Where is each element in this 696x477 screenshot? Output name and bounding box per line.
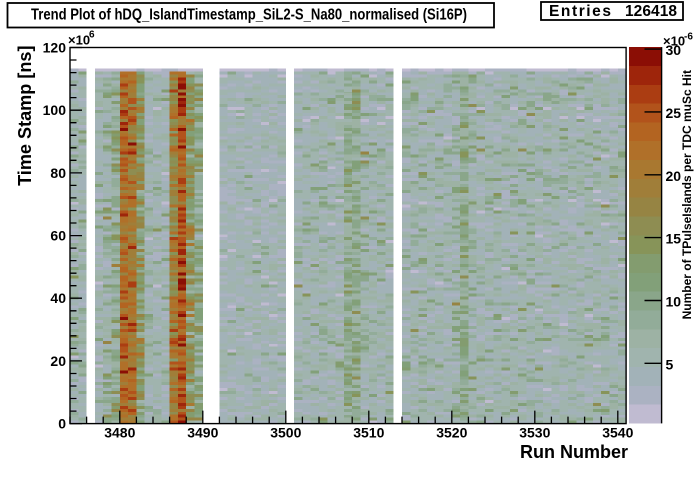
svg-text:100: 100 — [43, 102, 67, 118]
svg-text:3520: 3520 — [436, 425, 467, 441]
svg-text:×10: ×10 — [663, 34, 685, 49]
svg-text:3480: 3480 — [104, 425, 135, 441]
svg-text:80: 80 — [50, 165, 66, 181]
svg-text:Time Stamp [ns]: Time Stamp [ns] — [15, 46, 35, 186]
svg-text:20: 20 — [666, 168, 682, 184]
svg-text:3530: 3530 — [519, 425, 550, 441]
svg-text:25: 25 — [666, 105, 682, 121]
svg-text:60: 60 — [50, 228, 66, 244]
svg-text:3500: 3500 — [270, 425, 301, 441]
svg-text:3490: 3490 — [187, 425, 218, 441]
svg-text:126418: 126418 — [625, 3, 677, 20]
svg-text:40: 40 — [50, 290, 66, 306]
svg-text:30: 30 — [666, 42, 682, 58]
svg-text:3510: 3510 — [353, 425, 384, 441]
svg-text:0: 0 — [58, 416, 66, 432]
svg-text:15: 15 — [666, 231, 682, 247]
svg-text:120: 120 — [43, 40, 67, 56]
svg-text:6: 6 — [89, 30, 95, 41]
svg-text:5: 5 — [666, 356, 674, 372]
svg-text:20: 20 — [50, 353, 66, 369]
svg-text:Run Number: Run Number — [520, 442, 628, 462]
svg-text:10: 10 — [666, 294, 682, 310]
svg-text:3540: 3540 — [602, 425, 633, 441]
svg-text:Number of TPulseIslands per TD: Number of TPulseIslands per TDC muSc Hit — [680, 70, 694, 319]
svg-text:-6: -6 — [684, 32, 693, 43]
svg-text:×10: ×10 — [68, 33, 90, 48]
svg-text:Trend Plot of hDQ_IslandTimest: Trend Plot of hDQ_IslandTimestamp_SiL2-S… — [31, 6, 467, 23]
svg-text:Entries: Entries — [549, 3, 611, 20]
